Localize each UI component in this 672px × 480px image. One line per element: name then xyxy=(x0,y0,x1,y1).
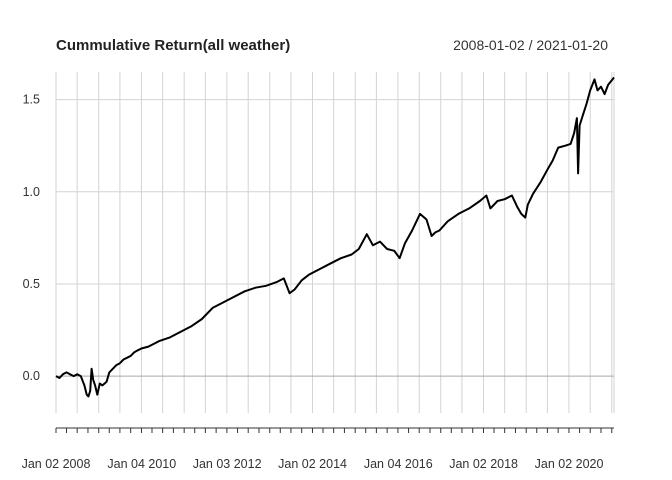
x-tick-label: Jan 02 2014 xyxy=(278,457,347,471)
x-tick-label: Jan 04 2010 xyxy=(107,457,176,471)
series-line xyxy=(55,76,615,398)
y-tick-label: 1.0 xyxy=(23,185,40,199)
y-tick-label: 0.0 xyxy=(23,369,40,383)
y-axis: 0.0 0.5 1.0 1.5 xyxy=(23,93,40,383)
series-layer xyxy=(55,76,615,398)
chart-title: Cummulative Return(all weather) xyxy=(56,37,290,54)
x-tick-label: Jan 02 2020 xyxy=(535,457,604,471)
x-axis: Jan 02 2008 Jan 04 2010 Jan 03 2012 Jan 02 … xyxy=(22,427,614,471)
y-tick-label: 0.5 xyxy=(23,277,40,291)
y-tick-label: 1.5 xyxy=(23,93,40,107)
date-range-label: 2008-01-02 / 2021-01-20 xyxy=(453,37,608,53)
x-tick-label: Jan 02 2008 xyxy=(22,457,91,471)
x-tick-label: Jan 04 2016 xyxy=(364,457,433,471)
x-tick-label: Jan 03 2012 xyxy=(193,457,262,471)
x-tick-label: Jan 02 2018 xyxy=(449,457,518,471)
grid xyxy=(55,72,615,413)
